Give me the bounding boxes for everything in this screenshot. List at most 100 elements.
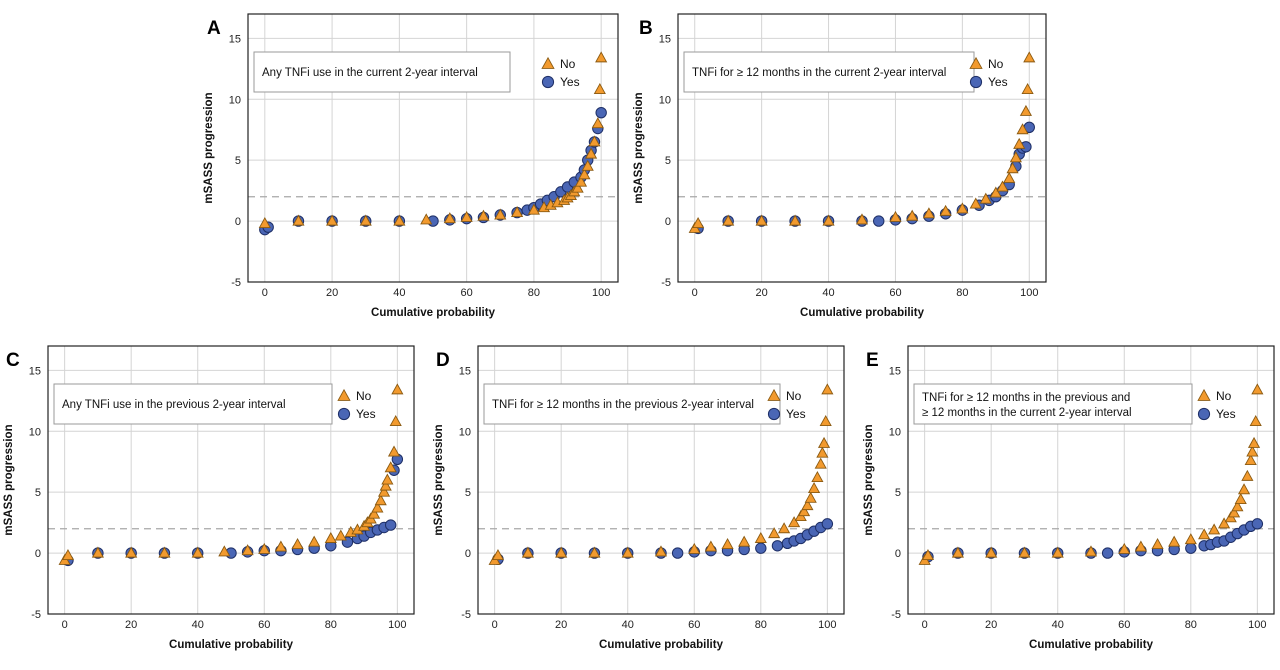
data-point-no (387, 445, 401, 457)
x-tick-label: 40 (393, 287, 405, 299)
data-point-no (797, 505, 811, 517)
annotation-line: TNFi for ≥ 12 months in the previous and (922, 392, 1130, 404)
data-point-no (61, 548, 75, 561)
data-point-no (258, 216, 271, 229)
y-tick-label: 5 (895, 487, 901, 499)
data-point-no (393, 214, 406, 226)
x-tick-label: 80 (956, 287, 968, 299)
data-point-no (889, 210, 902, 222)
x-axis-label: Cumulative probability (800, 307, 925, 319)
x-tick-label: 20 (555, 619, 567, 631)
x-tick-label: 60 (461, 287, 473, 299)
data-point-no (585, 147, 598, 159)
data-point-no (1023, 51, 1036, 63)
data-point-no (814, 457, 827, 469)
data-point-no (989, 186, 1002, 198)
data-point-no (595, 51, 608, 63)
y-tick-label: 15 (889, 365, 901, 377)
data-point-no (1009, 151, 1022, 163)
data-point-no (804, 491, 817, 503)
data-point-no (1168, 535, 1181, 547)
data-point-no (359, 214, 372, 226)
y-tick-label: -5 (661, 277, 671, 289)
annotation-line: ≥ 12 months in the current 2-year interv… (922, 407, 1132, 419)
legend-marker-no (969, 56, 983, 69)
panel-label: E (866, 350, 879, 371)
y-tick-label: 10 (29, 426, 41, 438)
data-point-no (1251, 383, 1264, 395)
data-point-yes (671, 547, 684, 559)
data-point-yes (385, 519, 397, 531)
data-point-no (367, 507, 381, 519)
x-tick-label: 40 (822, 287, 834, 299)
data-point-no (1231, 500, 1244, 512)
data-point-no (816, 446, 829, 458)
annotation-text: Any TNFi use in the current 2-year inter… (262, 67, 478, 79)
data-point-no (477, 209, 490, 221)
y-axis-label: mSASS progression (203, 92, 215, 203)
data-point-no (555, 546, 568, 558)
x-tick-label: 80 (755, 619, 767, 631)
y-axis-label: mSASS progression (3, 424, 15, 535)
data-point-no (754, 531, 767, 543)
data-point-no (1246, 445, 1259, 457)
y-tick-label: 15 (459, 365, 471, 377)
legend-marker-no (337, 388, 351, 401)
data-point-no (969, 197, 982, 209)
data-point-no (1016, 123, 1029, 135)
panel-d: 0 20 40 60 80 100 -5 0 5 10 15 Cumulative probabili… (433, 345, 845, 651)
data-point-no (241, 544, 254, 556)
data-point-no (334, 529, 347, 541)
legend-marker-yes (969, 75, 983, 89)
y-tick-label: -5 (891, 609, 901, 621)
y-tick-label: 5 (665, 155, 671, 167)
y-tick-label: 0 (235, 216, 241, 228)
x-tick-label: 60 (1118, 619, 1130, 631)
legend-label-yes: Yes (560, 75, 580, 89)
legend-marker-no (541, 56, 555, 69)
data-point-no (996, 180, 1009, 192)
data-point-no (308, 535, 321, 547)
data-point-no (704, 540, 717, 552)
data-point-no (807, 481, 821, 494)
legend-label-yes: Yes (356, 407, 376, 421)
x-tick-label: 20 (326, 287, 338, 299)
annotation-box (253, 51, 511, 93)
x-tick-label: 40 (622, 619, 634, 631)
legend-marker-no (767, 388, 781, 401)
x-tick-label: 60 (688, 619, 700, 631)
data-point-no (371, 501, 384, 513)
x-tick-label: 40 (1052, 619, 1064, 631)
panel-label: B (639, 18, 653, 39)
panel-a: 0 20 40 60 80 100 -5 0 5 10 15 Cumulative probabili… (203, 13, 619, 319)
data-point-no (291, 538, 304, 550)
data-point-no (324, 531, 337, 543)
y-tick-label: -5 (461, 609, 471, 621)
y-tick-label: 0 (665, 216, 671, 228)
data-point-no (591, 117, 604, 129)
data-point-no (1198, 528, 1211, 540)
data-point-no (811, 471, 824, 483)
data-point-no (688, 542, 701, 554)
data-point-no (374, 494, 387, 506)
data-point-no (158, 546, 171, 558)
data-point-no (1184, 533, 1197, 545)
data-point-no (819, 414, 832, 427)
y-tick-label: 15 (659, 33, 671, 45)
data-point-no (593, 82, 606, 95)
data-point-no (218, 545, 231, 557)
data-point-no (1244, 453, 1257, 465)
y-tick-label: 10 (889, 426, 901, 438)
data-point-no (460, 210, 473, 222)
data-point-no (420, 213, 433, 225)
legend-label-yes: Yes (786, 407, 806, 421)
y-tick-label: 0 (895, 548, 901, 560)
x-tick-label: 0 (492, 619, 498, 631)
data-point-no (906, 209, 919, 221)
data-point-no (691, 216, 705, 229)
y-tick-label: -5 (231, 277, 241, 289)
legend-label-no: No (356, 389, 372, 403)
x-tick-label: 0 (922, 619, 928, 631)
legend-marker-yes (337, 407, 351, 421)
data-point-no (778, 522, 791, 534)
